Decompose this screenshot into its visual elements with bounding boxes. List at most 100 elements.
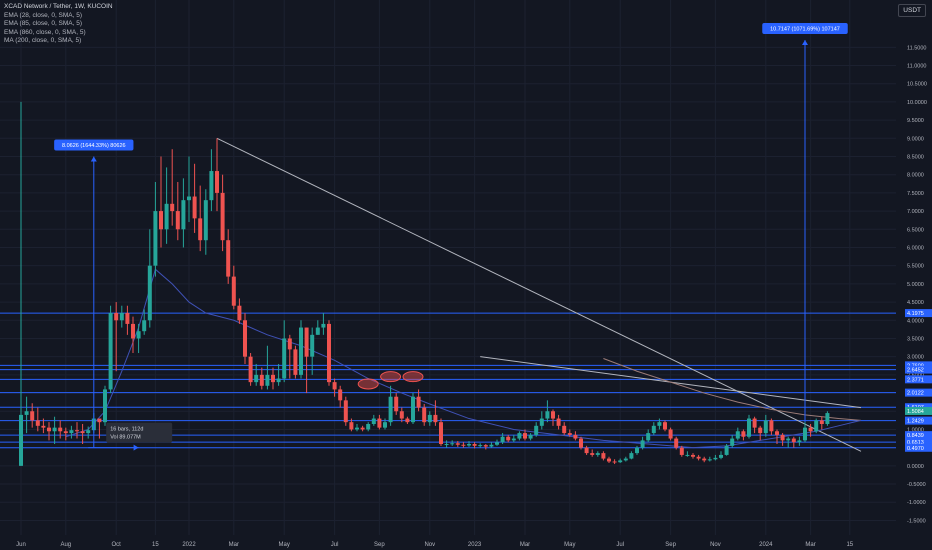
candle-body [422,407,427,423]
indicator-ma-200[interactable]: MA (200, close, 0, SMA, 5) [4,37,82,45]
candle-body [629,453,634,459]
candle [175,181,180,241]
candle [338,385,343,408]
candle-body [478,445,483,447]
candle [35,407,40,432]
candle [209,149,214,212]
candle-body [47,427,51,432]
candle [607,456,611,463]
candle [203,189,208,255]
indicator-ema-28[interactable]: EMA (28, close, 0, SMA, 5) [4,11,83,19]
candle-body [556,418,561,426]
candle-body [467,444,471,446]
candle [153,181,158,277]
level-price-label: 0.8439 [907,433,924,439]
candle-body [601,453,606,459]
price-tick-label: 3.5000 [907,336,924,342]
candle [371,414,376,426]
price-tick-label: 5.5000 [907,264,924,270]
measure-left-arrow [90,156,97,162]
candle-body [769,420,774,432]
candle [758,425,763,441]
candle-body [254,374,259,383]
candle-body [545,411,550,419]
indicator-ema-860[interactable]: EMA (860, close, 0, SMA, 5) [4,28,86,36]
candle [461,442,466,448]
candle-body [131,323,135,339]
measure-right-label: 10.7147 (1071.69%) 107147 [770,27,840,33]
candle [763,414,768,437]
price-tick-label: 7.0000 [907,209,924,215]
candle [131,316,135,354]
level-price-label: 0.6513 [907,440,924,446]
candle [231,265,236,310]
candle-body [523,433,527,439]
bars-info-line2: Vol 89.077M [110,435,141,441]
candle [478,443,483,448]
candle-body [416,396,421,408]
candle-body [181,200,186,230]
candle [528,433,533,441]
candle-body [528,434,533,439]
candle-body [551,411,555,419]
candle [500,433,505,445]
candle-body [355,427,359,430]
candle-body [282,338,287,379]
candle [366,422,371,432]
price-tick-label: -0.5000 [907,482,926,488]
candle [399,407,404,423]
candle-body [483,445,488,447]
highlight-ellipse [402,371,424,383]
candle [69,425,74,439]
candle [271,367,275,390]
candle-body [366,423,371,430]
candle [556,414,561,430]
candle-body [489,444,494,447]
candle [103,385,107,426]
candle [612,459,617,465]
candle-body [259,374,264,386]
candle [825,411,830,426]
candle-body [651,425,656,434]
candle [394,393,399,415]
candle [663,420,667,432]
candle [618,458,623,463]
candle-body [192,196,197,219]
candle [797,436,802,446]
candle [63,427,68,441]
candle [646,429,651,443]
level-price-tag [905,438,932,447]
candle-body [332,382,337,390]
candle-body [455,443,460,445]
candle [657,418,662,430]
candle-body [719,454,723,458]
currency-button[interactable]: USDT [898,4,926,17]
candle [321,312,326,335]
candle [377,414,382,430]
candle-body [125,312,130,324]
level-price-label: 2.0122 [907,391,924,397]
current-price-label: 1.5084 [907,409,924,415]
candle [187,156,191,223]
candle [125,305,130,335]
indicator-ema-85[interactable]: EMA (85, close, 0, SMA, 5) [4,20,83,28]
candle-body [500,436,505,443]
candle-body [170,203,175,212]
price-tick-label: 1.0000 [907,427,924,433]
candle-body [450,443,455,445]
candle-body [80,431,85,434]
time-tick-label: Mar [520,542,530,548]
time-tick-label: 15 [152,542,159,548]
candle [119,305,124,328]
candle [472,442,477,449]
candle-body [797,440,802,443]
candle [114,302,119,372]
candle-body [506,436,511,441]
candle-body [52,427,57,432]
candle [192,163,197,233]
candle-body [786,438,791,441]
candle-body [735,431,740,439]
candle [136,323,141,354]
candle [562,422,567,435]
